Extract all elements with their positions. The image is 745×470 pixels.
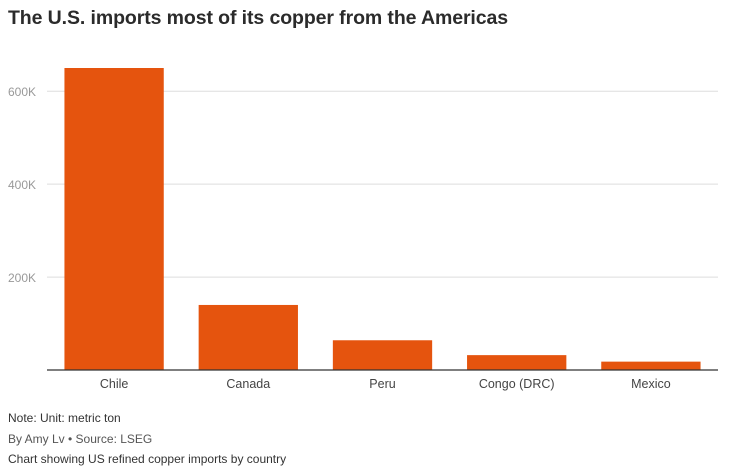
chart-note: Note: Unit: metric ton (8, 411, 121, 425)
x-tick-label: Mexico (631, 377, 671, 391)
tick-labels: 200K 400K 600K Chile Canada Peru Congo (DRC) Me… (8, 85, 671, 391)
y-tick-label: 600K (8, 85, 36, 99)
y-tick-label: 200K (8, 271, 36, 285)
bar (467, 355, 567, 370)
bar (198, 304, 298, 370)
chart-caption: Chart showing US refined copper imports … (8, 452, 287, 466)
bar (64, 68, 164, 370)
x-tick-label: Peru (369, 377, 395, 391)
bar-chart: 200K 400K 600K Chile Canada Peru Congo (DRC) Me… (8, 68, 718, 391)
bar (332, 340, 433, 370)
x-tick-label: Chile (100, 377, 129, 391)
bar (601, 361, 701, 370)
chart-byline: By Amy Lv • Source: LSEG (8, 432, 153, 446)
x-tick-label: Canada (226, 377, 270, 391)
bars (64, 68, 701, 370)
y-tick-label: 400K (8, 178, 36, 192)
x-tick-label: Congo (DRC) (479, 377, 555, 391)
chart-title: The U.S. imports most of its copper from… (8, 7, 508, 29)
